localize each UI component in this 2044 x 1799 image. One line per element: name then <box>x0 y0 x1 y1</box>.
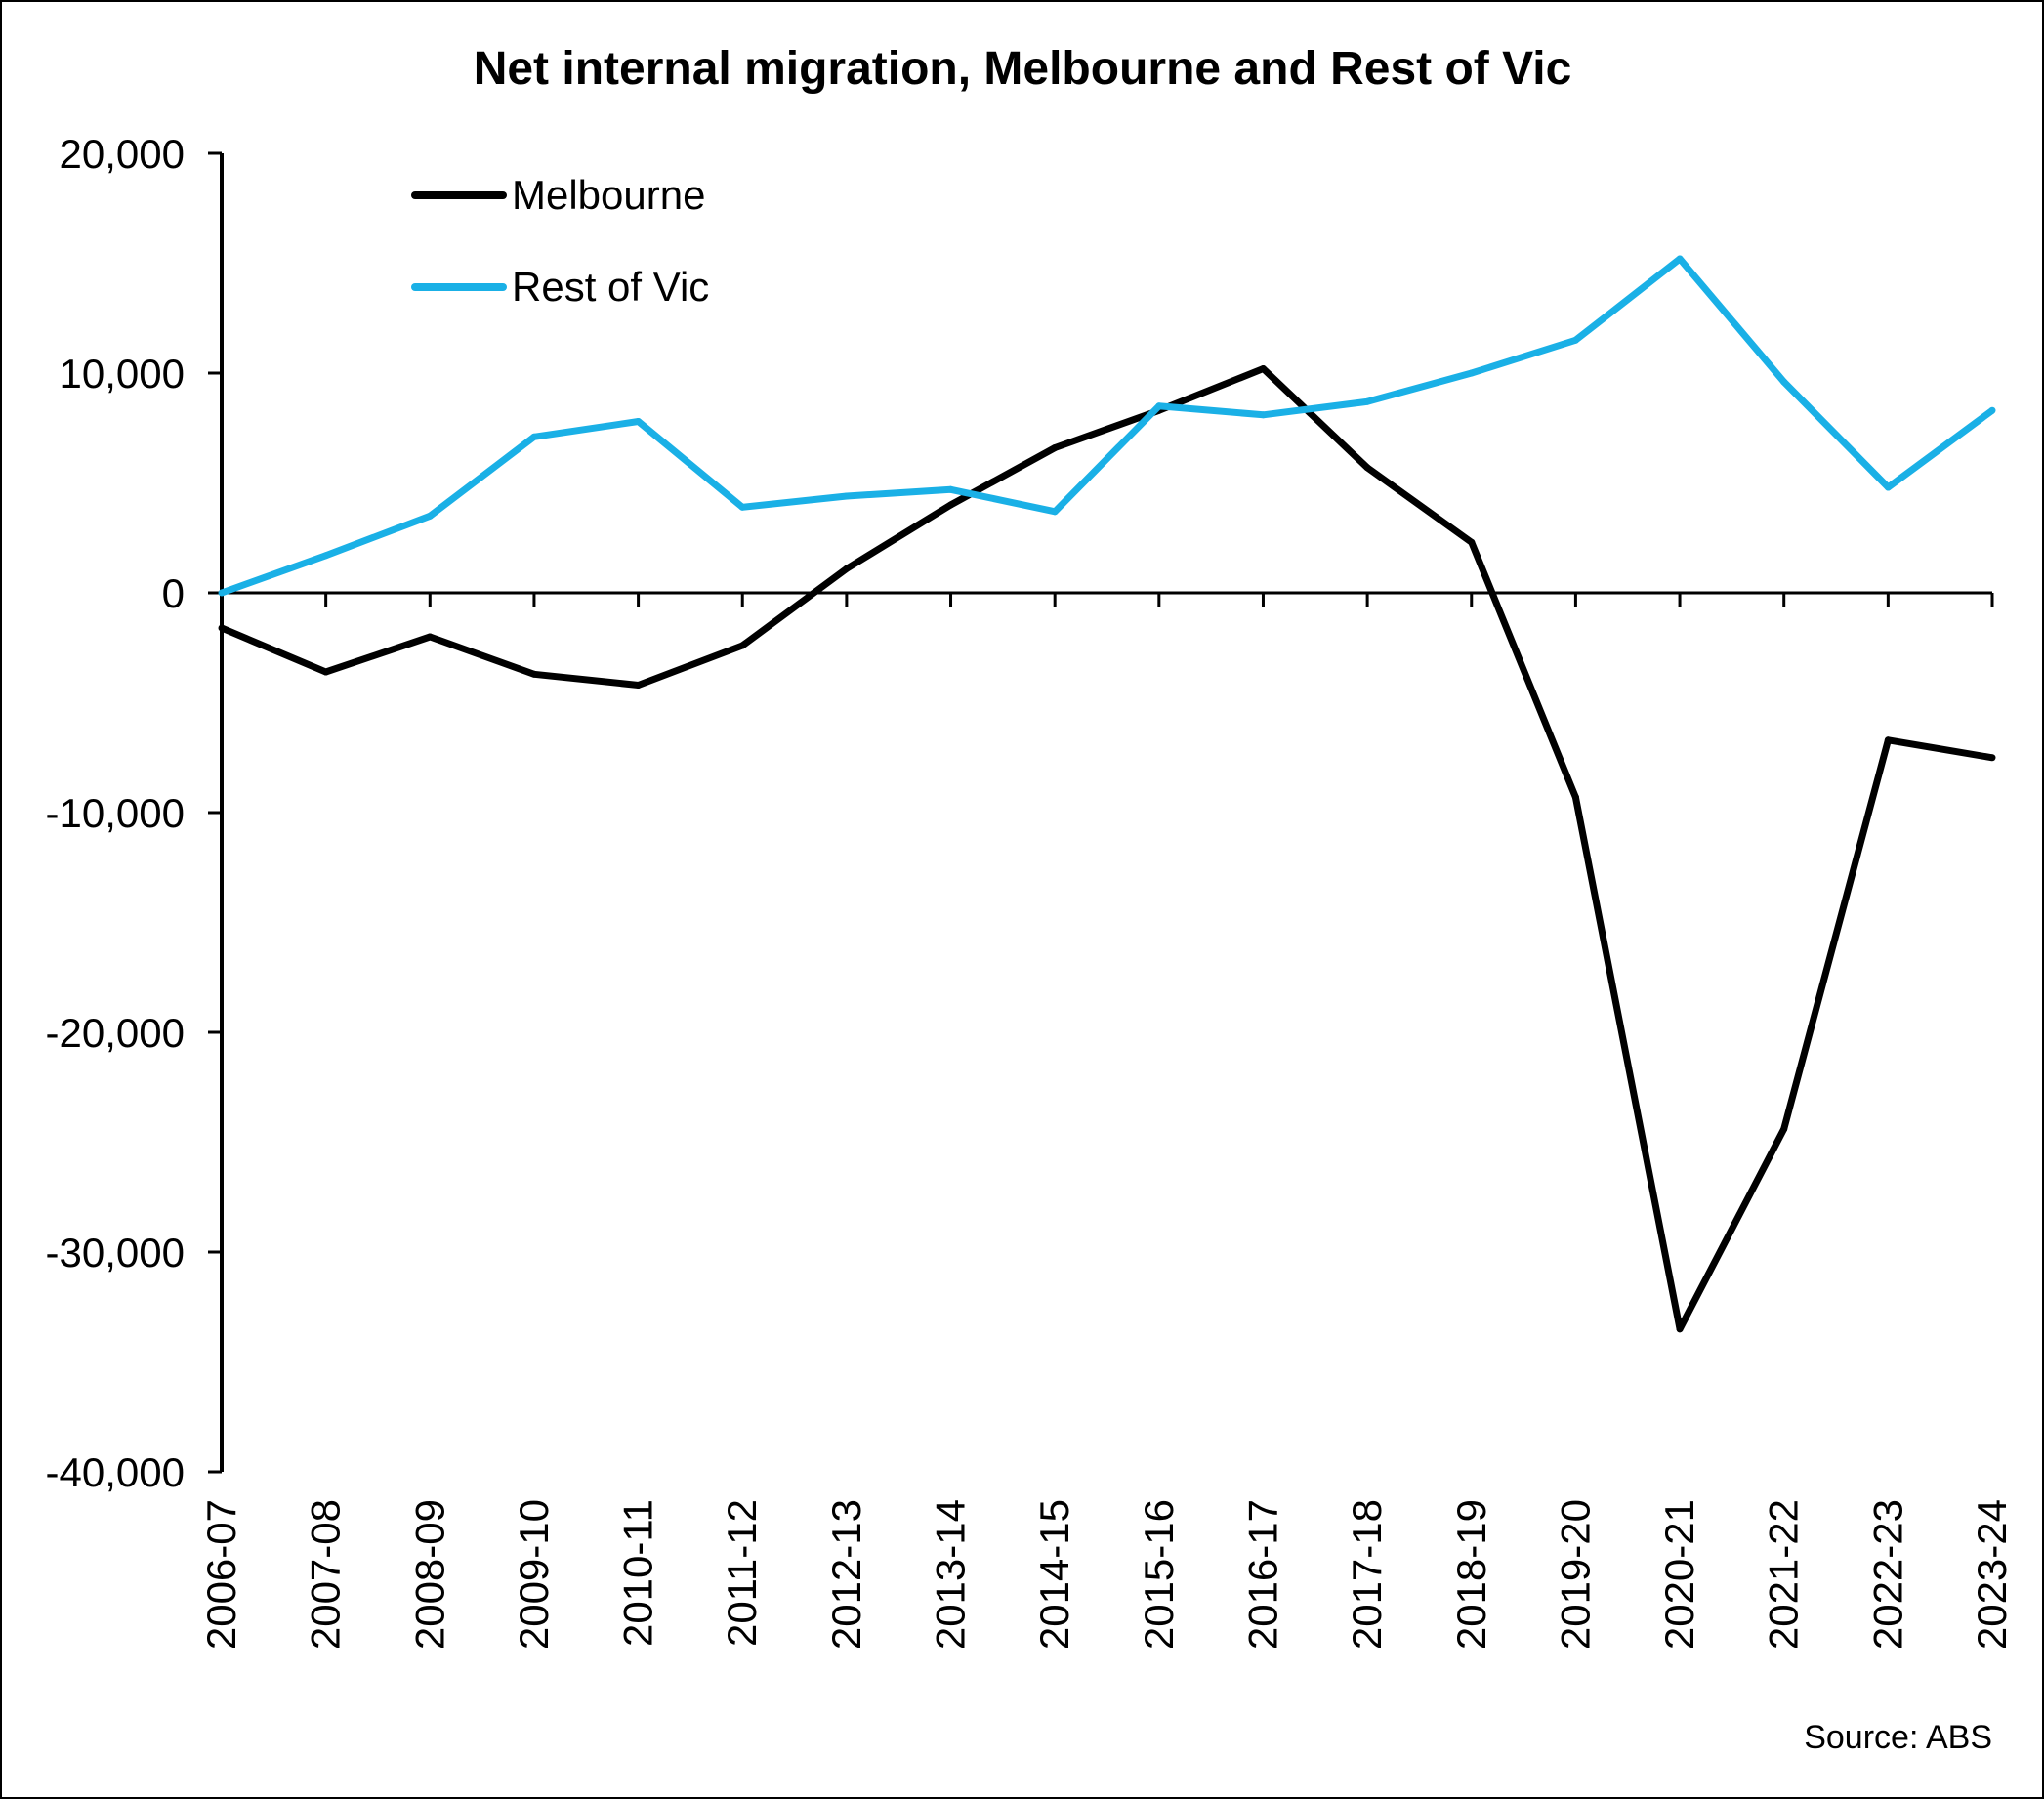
data-point-rest-of-vic <box>322 552 330 560</box>
data-point-melbourne <box>1051 444 1059 451</box>
x-tick-label: 2013-14 <box>928 1499 974 1650</box>
x-tick-label: 2015-16 <box>1136 1499 1182 1650</box>
data-point-rest-of-vic <box>843 492 851 500</box>
chart-title: Net internal migration, Melbourne and Re… <box>474 43 1572 95</box>
y-tick-label: -20,000 <box>46 1010 185 1056</box>
data-point-melbourne <box>1571 793 1579 801</box>
x-tick-label: 2012-13 <box>823 1499 869 1650</box>
x-tick-label: 2023-24 <box>1969 1499 2015 1650</box>
data-point-melbourne <box>1884 736 1892 744</box>
x-tick-label: 2011-12 <box>719 1499 765 1647</box>
series-line-rest-of-vic <box>220 255 1995 597</box>
x-axis: 2006-07 2007-08 2008-09 2009-10 2010-11 2011-… <box>198 591 2015 1650</box>
data-point-rest-of-vic <box>1259 411 1267 419</box>
series-line-melbourne <box>220 365 1993 1333</box>
x-tick-label: 2010-11 <box>615 1499 661 1647</box>
data-point-melbourne <box>1363 464 1371 472</box>
data-point-melbourne <box>1988 754 1996 762</box>
data-point-rest-of-vic <box>530 433 538 440</box>
data-point-melbourne <box>530 670 538 678</box>
plot-lines <box>218 255 1996 1333</box>
x-tick-label: 2007-08 <box>303 1499 349 1650</box>
x-tick-label: 2022-23 <box>1864 1499 1910 1650</box>
x-tick-label: 2006-07 <box>198 1499 244 1650</box>
x-tick-label: 2016-17 <box>1239 1499 1285 1650</box>
y-tick-label: 10,000 <box>60 351 185 397</box>
data-point-melbourne <box>947 501 955 509</box>
data-point-melbourne <box>1468 538 1476 546</box>
data-point-rest-of-vic <box>1155 402 1163 410</box>
data-point-rest-of-vic <box>1988 406 1996 414</box>
data-point-melbourne <box>426 633 434 641</box>
data-point-rest-of-vic <box>947 485 955 493</box>
y-tick-label: -30,000 <box>46 1230 185 1276</box>
y-tick-label: -40,000 <box>46 1449 185 1495</box>
legend-label-rest-of-vic: Rest of Vic <box>512 264 709 310</box>
data-point-melbourne <box>1780 1125 1788 1133</box>
data-point-rest-of-vic <box>1051 508 1059 516</box>
data-point-melbourne <box>218 624 226 632</box>
data-point-rest-of-vic <box>426 512 434 520</box>
data-point-rest-of-vic <box>218 589 226 597</box>
data-point-melbourne <box>322 668 330 676</box>
y-tick-label: 20,000 <box>60 131 185 177</box>
data-point-rest-of-vic <box>1676 255 1684 263</box>
data-point-melbourne <box>1676 1325 1684 1333</box>
legend: Melbourne Rest of Vic <box>411 172 709 310</box>
x-tick-label: 2017-18 <box>1344 1499 1390 1650</box>
legend-label-melbourne: Melbourne <box>512 172 705 218</box>
x-tick-label: 2009-10 <box>511 1499 557 1650</box>
data-point-melbourne <box>843 565 851 572</box>
x-tick-label: 2018-19 <box>1448 1499 1494 1650</box>
y-axis: 20,000 10,000 0 -10,000 -20,000 -30,000 -40,00… <box>46 131 224 1495</box>
x-tick-label: 2014-15 <box>1031 1499 1077 1650</box>
data-point-melbourne <box>635 682 643 689</box>
data-point-rest-of-vic <box>635 418 643 425</box>
data-point-rest-of-vic <box>1571 336 1579 344</box>
y-tick-label: -10,000 <box>46 790 185 836</box>
data-point-melbourne <box>738 642 746 649</box>
data-point-rest-of-vic <box>1884 483 1892 491</box>
x-tick-label: 2020-21 <box>1656 1499 1702 1650</box>
source-note: Source: ABS <box>1804 1719 1992 1756</box>
x-tick-label: 2019-20 <box>1552 1499 1598 1650</box>
data-point-rest-of-vic <box>738 503 746 511</box>
data-point-rest-of-vic <box>1780 378 1788 386</box>
data-point-melbourne <box>1259 365 1267 372</box>
x-tick-label: 2021-22 <box>1761 1499 1807 1650</box>
data-point-rest-of-vic <box>1468 369 1476 377</box>
data-point-rest-of-vic <box>1363 397 1371 405</box>
x-tick-label: 2008-09 <box>406 1499 452 1650</box>
y-tick-label: 0 <box>162 570 185 616</box>
